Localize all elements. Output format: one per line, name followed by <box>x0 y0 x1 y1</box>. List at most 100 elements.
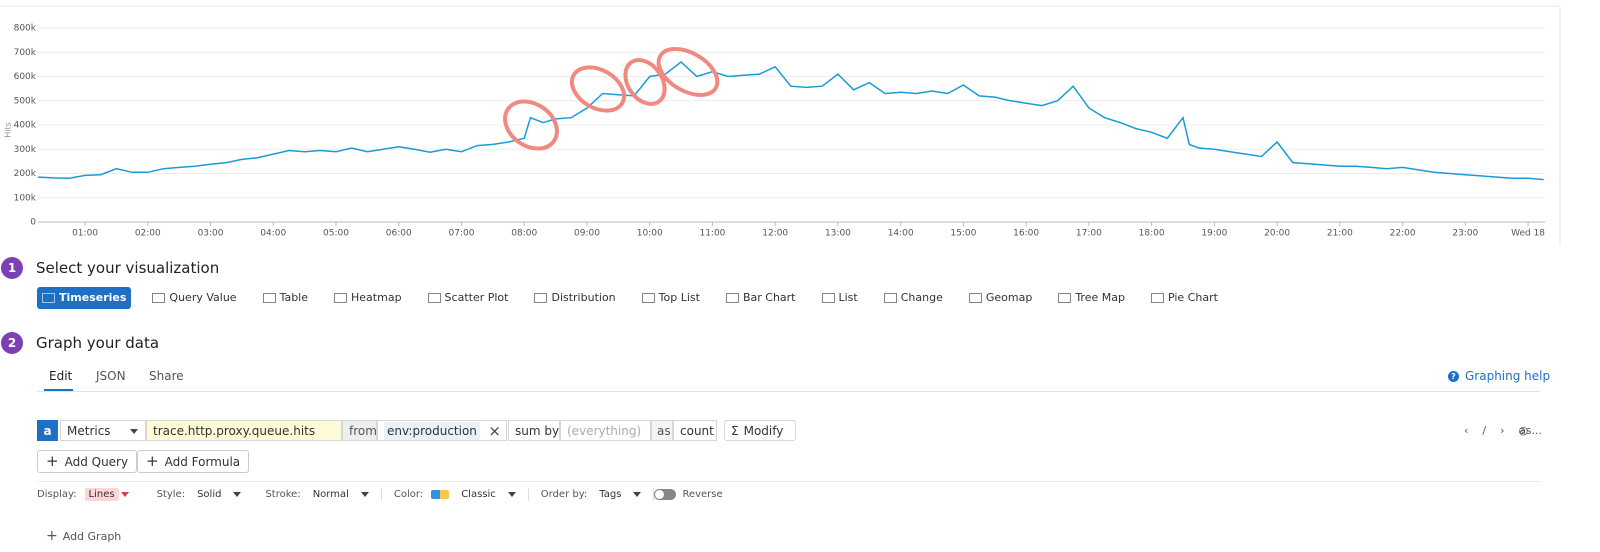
visualization-option[interactable]: Scatter Plot <box>423 287 514 309</box>
visualization-options: Timeseries Query Value Table Heatmap Scatter… <box>37 287 1223 309</box>
chart: Hits 0 100k 200k 300k 400k 500k 600k 700k 800k 01… <box>0 5 1561 245</box>
series-line <box>37 61 1544 181</box>
option-icon <box>821 293 835 303</box>
button-label[interactable]: Add Formula <box>164 455 241 469</box>
y-axis-label: Hits <box>4 122 13 138</box>
y-tick-label: 300k <box>14 145 37 155</box>
option-icon <box>1150 293 1164 303</box>
clear-icon[interactable]: × <box>488 422 501 440</box>
reverse-toggle[interactable]: Reverse <box>654 489 723 500</box>
button-label[interactable]: Add Query <box>64 455 129 469</box>
option-label[interactable]: List <box>838 291 858 304</box>
option-value[interactable]: Normal <box>312 489 349 500</box>
x-tick-label: 09:00 <box>574 229 600 239</box>
highlight-circle <box>656 47 720 97</box>
step-badge: 2 <box>1 332 23 354</box>
caret[interactable] <box>360 492 369 497</box>
x-tick-label: 10:00 <box>637 229 663 239</box>
from-label: from <box>342 420 377 441</box>
visualization-option[interactable]: Top List <box>637 287 705 309</box>
x-tick-label: 17:00 <box>1076 229 1102 239</box>
caret[interactable] <box>507 492 516 497</box>
option-icon <box>883 293 897 303</box>
option-icon <box>334 293 348 303</box>
x-tick-label: 18:00 <box>1139 229 1165 239</box>
y-tick-label: 800k <box>14 24 37 34</box>
add-graph-text[interactable]: Add Graph <box>62 530 122 543</box>
option-name: Display: <box>37 489 77 500</box>
display-option: Order by: Tags <box>541 488 655 501</box>
option-label[interactable]: Tree Map <box>1075 291 1125 304</box>
tab[interactable]: Edit <box>49 369 73 383</box>
visualization-option[interactable]: Timeseries <box>37 287 132 309</box>
button[interactable]: + Add Formula <box>137 450 250 473</box>
option-label[interactable]: Query Value <box>169 291 237 304</box>
source-select[interactable]: Metrics <box>60 420 146 441</box>
option-label[interactable]: Bar Chart <box>742 291 796 304</box>
visualization-option[interactable]: Heatmap <box>329 287 407 309</box>
visualization-option[interactable]: Query Value <box>147 287 241 309</box>
visualization-option[interactable]: Bar Chart <box>721 287 801 309</box>
tab[interactable]: Share <box>149 369 184 383</box>
section-title: Select your visualization <box>36 259 220 277</box>
y-tick-label: 600k <box>14 72 37 82</box>
option-label[interactable]: Change <box>900 291 943 304</box>
option-icon <box>152 293 166 303</box>
option-label[interactable]: Scatter Plot <box>444 291 509 304</box>
step-badge: 1 <box>1 257 23 279</box>
button[interactable]: + Add Query <box>37 450 138 473</box>
option-label[interactable]: Pie Chart <box>1167 291 1218 304</box>
y-tick-label: 700k <box>14 48 37 58</box>
visualization-option[interactable]: List <box>817 287 863 309</box>
visualization-option[interactable]: Tree Map <box>1053 287 1130 309</box>
sum-by-label: sum by <box>508 420 560 441</box>
highlight-circle <box>623 58 667 106</box>
group-input[interactable]: (everything) <box>560 420 651 441</box>
visualization-option[interactable]: Geomap <box>964 287 1037 309</box>
y-tick-label: 500k <box>14 96 37 106</box>
option-value[interactable]: Solid <box>197 489 222 500</box>
aggregation[interactable]: count <box>673 420 717 441</box>
option-label[interactable]: Timeseries <box>59 291 127 304</box>
option-icon <box>42 293 55 303</box>
help-link[interactable]: ? Graphing help <box>1448 369 1550 383</box>
x-tick-label: 02:00 <box>135 229 161 239</box>
y-tick-label: 100k <box>14 193 37 203</box>
x-tick-label: 01:00 <box>72 229 98 239</box>
caret[interactable] <box>633 492 642 497</box>
caret[interactable] <box>120 492 129 497</box>
option-label[interactable]: Table <box>279 291 309 304</box>
x-tick-label: 22:00 <box>1390 229 1416 239</box>
y-tick-label: 0 <box>30 218 36 228</box>
tab[interactable]: JSON <box>96 369 126 383</box>
caret[interactable] <box>233 492 242 497</box>
option-value[interactable]: Classic <box>461 489 496 500</box>
query-icons[interactable]: ‹/›◎ <box>1464 424 1543 437</box>
metric-input[interactable]: trace.http.proxy.queue.hits <box>146 420 342 441</box>
option-value[interactable]: Lines <box>84 488 119 501</box>
option-value[interactable]: Tags <box>599 489 622 500</box>
option-label[interactable]: Geomap <box>985 291 1033 304</box>
option-icon <box>968 293 982 303</box>
add-graph[interactable]: + Add Graph <box>46 528 122 544</box>
visualization-option[interactable]: Pie Chart <box>1146 287 1223 309</box>
option-icon <box>725 293 739 303</box>
display-option: Style: Solid <box>157 488 254 501</box>
option-label[interactable]: Distribution <box>551 291 616 304</box>
plus: + <box>146 452 159 470</box>
more[interactable]: as... <box>1519 424 1542 437</box>
x-tick-label: 08:00 <box>511 229 537 239</box>
visualization-option[interactable]: Table <box>258 287 313 309</box>
modify-button[interactable]: Σ Modify <box>724 420 796 441</box>
toggle[interactable] <box>654 489 677 500</box>
option-label[interactable]: Top List <box>658 291 700 304</box>
visualization-option[interactable]: Distribution <box>529 287 620 309</box>
divider <box>37 391 1540 392</box>
option-label[interactable]: Heatmap <box>351 291 402 304</box>
scope-input[interactable]: env:production × <box>377 420 507 441</box>
visualization-option[interactable]: Change <box>879 287 948 309</box>
tab-underline <box>44 389 73 391</box>
y-tick-label: 400k <box>14 121 37 131</box>
help-text[interactable]: Graphing help <box>1465 369 1551 383</box>
x-tick-label: 12:00 <box>762 229 788 239</box>
